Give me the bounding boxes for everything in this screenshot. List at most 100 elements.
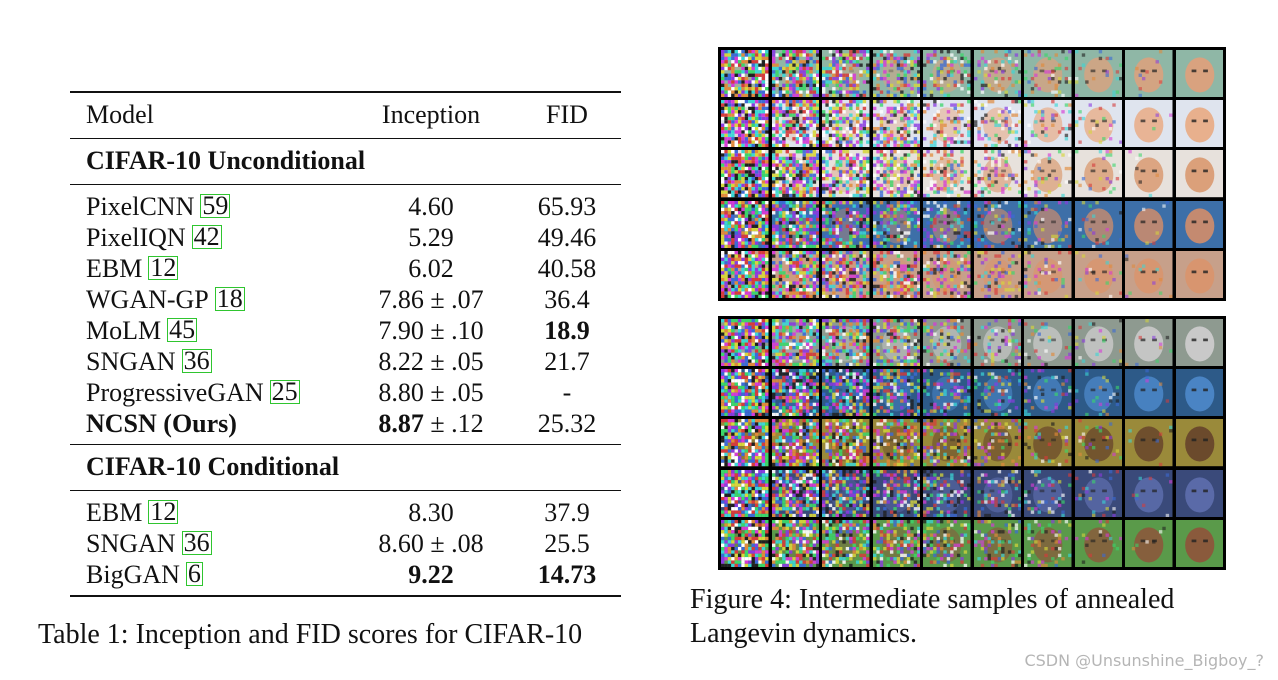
- citation-link[interactable]: 25: [269, 377, 300, 406]
- inception-score: 7.86 ± .07: [378, 285, 484, 314]
- sample-cell: [923, 419, 971, 467]
- sample-cell: [822, 50, 870, 98]
- inception-score: 5.29: [408, 223, 454, 252]
- citation-link[interactable]: 45: [167, 315, 198, 344]
- sample-cell: [1024, 319, 1072, 367]
- sample-cell: [721, 369, 769, 417]
- sample-cell: [721, 200, 769, 248]
- sample-cell: [1125, 100, 1173, 148]
- sample-cell: [973, 469, 1021, 517]
- table-row: PixelCNN 59 4.60 65.93: [70, 191, 621, 222]
- sample-cell: [1074, 200, 1122, 248]
- sample-cell: [721, 419, 769, 467]
- sample-cell: [1125, 419, 1173, 467]
- sample-cell: [721, 50, 769, 98]
- model-name: WGAN-GP 18: [86, 284, 245, 315]
- model-label: SNGAN: [86, 529, 176, 558]
- citation-link[interactable]: 12: [148, 253, 179, 282]
- model-label: ProgressiveGAN: [86, 378, 264, 407]
- table-rule: [70, 444, 621, 445]
- sample-cell: [1125, 250, 1173, 298]
- citation-link[interactable]: 18: [214, 284, 245, 313]
- sample-cell: [872, 469, 920, 517]
- sample-cell: [771, 200, 819, 248]
- sample-cell: [1125, 50, 1173, 98]
- sample-cell: [1074, 50, 1122, 98]
- model-label: EBM: [86, 254, 143, 283]
- model-label: EBM: [86, 498, 143, 527]
- sample-cell: [771, 150, 819, 198]
- table-header-row: Model Inception FID: [70, 99, 621, 130]
- sample-cell: [721, 469, 769, 517]
- sample-cell: [822, 250, 870, 298]
- sample-cell: [923, 319, 971, 367]
- sample-cell: [1074, 100, 1122, 148]
- citation-link[interactable]: 12: [148, 497, 179, 526]
- inception-score: 9.22: [408, 560, 454, 589]
- sample-cell: [1074, 250, 1122, 298]
- model-label: BigGAN: [86, 560, 180, 589]
- sample-cell: [1125, 150, 1173, 198]
- sample-cell: [721, 100, 769, 148]
- model-name: BigGAN 6: [86, 559, 203, 590]
- table-row: SNGAN 36 8.60 ± .08 25.5: [70, 528, 621, 559]
- citation-link[interactable]: 6: [185, 559, 203, 588]
- sample-cell: [1175, 50, 1223, 98]
- model-name: ProgressiveGAN 25: [86, 377, 300, 408]
- sample-cell: [771, 319, 819, 367]
- sample-cell: [872, 50, 920, 98]
- sample-cell: [973, 319, 1021, 367]
- sample-cell: [973, 200, 1021, 248]
- table-rule: [70, 138, 621, 139]
- table-row: NCSN (Ours) 8.87 ± .12 25.32: [70, 408, 621, 439]
- sample-cell: [923, 519, 971, 567]
- sample-cell: [771, 519, 819, 567]
- model-name: PixelIQN 42: [86, 222, 222, 253]
- fid-score: -: [562, 378, 572, 407]
- model-name: SNGAN 36: [86, 528, 212, 559]
- citation-link[interactable]: 36: [181, 528, 212, 557]
- inception-score-std: ± .12: [423, 409, 484, 438]
- sample-cell: [822, 100, 870, 148]
- sample-cell: [973, 150, 1021, 198]
- citation-link[interactable]: 59: [200, 191, 231, 220]
- sample-cell: [923, 50, 971, 98]
- sample-cell: [1024, 519, 1072, 567]
- sample-cell: [973, 519, 1021, 567]
- sample-cell: [1024, 419, 1072, 467]
- fid-score: 40.58: [537, 254, 597, 283]
- sample-cell: [822, 519, 870, 567]
- table-row: SNGAN 36 8.22 ± .05 21.7: [70, 346, 621, 377]
- table-row: MoLM 45 7.90 ± .10 18.9: [70, 315, 621, 346]
- sample-cell: [771, 100, 819, 148]
- citation-link[interactable]: 42: [191, 222, 222, 251]
- sample-cell: [1125, 319, 1173, 367]
- sample-cell: [1175, 369, 1223, 417]
- sample-cell: [872, 100, 920, 148]
- sample-cell: [771, 469, 819, 517]
- sample-cell: [771, 50, 819, 98]
- model-label: MoLM: [86, 316, 162, 345]
- table-rule: [70, 490, 621, 491]
- model-label: PixelCNN: [86, 192, 195, 221]
- table-row: EBM 12 6.02 40.58: [70, 253, 621, 284]
- sample-cell: [923, 100, 971, 148]
- sample-cell: [1125, 200, 1173, 248]
- sample-cell: [872, 200, 920, 248]
- sample-cell: [721, 150, 769, 198]
- sample-cell: [1024, 250, 1072, 298]
- sample-cell: [1175, 319, 1223, 367]
- fid-score: 36.4: [544, 285, 590, 314]
- model-label: PixelIQN: [86, 223, 186, 252]
- citation-link[interactable]: 36: [181, 346, 212, 375]
- model-name: MoLM 45: [86, 315, 198, 346]
- cifar10-samples-grid: [718, 316, 1226, 570]
- sample-cell: [822, 469, 870, 517]
- celeba-samples-grid: [718, 47, 1226, 301]
- sample-cell: [1175, 419, 1223, 467]
- sample-cell: [973, 50, 1021, 98]
- watermark: CSDN @Unsunshine_Bigboy_?: [1024, 651, 1264, 670]
- inception-score: 8.60 ± .08: [378, 529, 484, 558]
- sample-cell: [1074, 519, 1122, 567]
- sample-cell: [1175, 100, 1223, 148]
